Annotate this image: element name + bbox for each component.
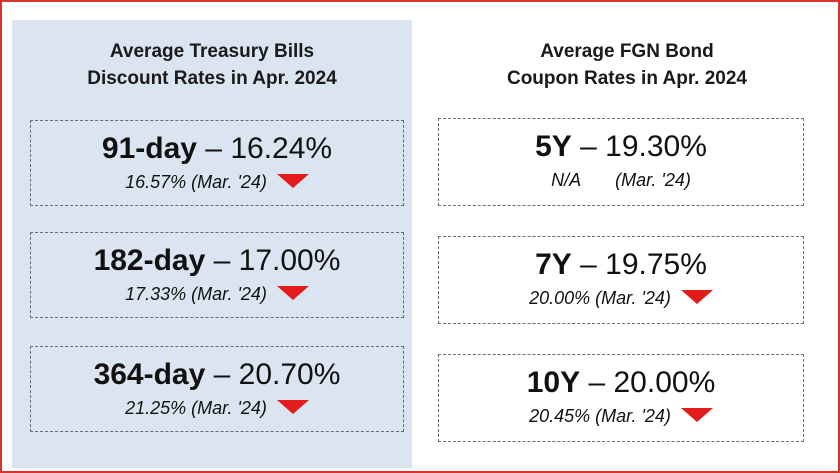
separator: – bbox=[205, 358, 239, 391]
previous-rate-line: 16.57% (Mar. '24) bbox=[31, 171, 403, 193]
down-arrow-icon bbox=[276, 174, 309, 189]
down-arrow-icon bbox=[680, 408, 713, 423]
rate-line: 364-day – 20.70% bbox=[31, 357, 403, 393]
treasury-bills-title-line1: Average Treasury Bills bbox=[109, 41, 315, 62]
previous-rate-period: (Mar. '24) bbox=[615, 170, 691, 190]
previous-rate: 21.25% (Mar. '24) bbox=[125, 398, 267, 418]
previous-rate-line: 20.00% (Mar. '24) bbox=[439, 287, 803, 309]
tbill-card-364-day: 364-day – 20.70% 21.25% (Mar. '24) bbox=[30, 346, 404, 432]
current-rate: 19.30% bbox=[605, 130, 707, 163]
fgn-bond-panel: Average FGN Bond Coupon Rates in Apr. 20… bbox=[422, 20, 832, 468]
previous-rate-line: 20.45% (Mar. '24) bbox=[439, 405, 803, 427]
tbill-card-182-day: 182-day – 17.00% 17.33% (Mar. '24) bbox=[30, 232, 404, 318]
bond-card-5y: 5Y – 19.30% N/A (Mar. '24) bbox=[438, 118, 804, 206]
tenor-label: 364-day bbox=[93, 358, 206, 391]
separator: – bbox=[571, 130, 606, 163]
fgn-bond-title: Average FGN Bond Coupon Rates in Apr. 20… bbox=[422, 38, 832, 92]
previous-rate-value: N/A bbox=[551, 170, 582, 190]
previous-rate: 20.00% (Mar. '24) bbox=[529, 288, 671, 308]
bond-card-10y: 10Y – 20.00% 20.45% (Mar. '24) bbox=[438, 354, 804, 442]
treasury-bills-title-line2: Discount Rates in Apr. 2024 bbox=[87, 68, 337, 89]
previous-rate-line: 17.33% (Mar. '24) bbox=[31, 283, 403, 305]
previous-rate: 17.33% (Mar. '24) bbox=[125, 284, 267, 304]
rate-line: 7Y – 19.75% bbox=[439, 247, 803, 283]
fgn-bond-title-line1: Average FGN Bond bbox=[540, 41, 714, 62]
separator: – bbox=[205, 244, 239, 277]
current-rate: 19.75% bbox=[605, 248, 707, 281]
tenor-label: 182-day bbox=[93, 244, 206, 277]
current-rate: 17.00% bbox=[238, 244, 341, 277]
tenor-label: 7Y bbox=[535, 248, 572, 281]
tbill-card-91-day: 91-day – 16.24% 16.57% (Mar. '24) bbox=[30, 120, 404, 206]
rate-line: 10Y – 20.00% bbox=[439, 365, 803, 401]
separator: – bbox=[580, 366, 614, 399]
rate-line: 5Y – 19.30% bbox=[439, 129, 803, 165]
previous-rate: 20.45% (Mar. '24) bbox=[529, 406, 671, 426]
bond-card-7y: 7Y – 19.75% 20.00% (Mar. '24) bbox=[438, 236, 804, 324]
previous-rate-line: N/A (Mar. '24) bbox=[439, 169, 803, 191]
tenor-label: 10Y bbox=[526, 366, 581, 399]
current-rate: 20.70% bbox=[238, 358, 341, 391]
tenor-label: 5Y bbox=[535, 130, 572, 163]
previous-rate: 16.57% (Mar. '24) bbox=[125, 172, 267, 192]
current-rate: 20.00% bbox=[613, 366, 716, 399]
tenor-label: 91-day bbox=[101, 132, 197, 165]
down-arrow-icon bbox=[276, 400, 309, 415]
down-arrow-icon bbox=[276, 286, 309, 301]
separator: – bbox=[196, 132, 231, 165]
treasury-bills-title: Average Treasury Bills Discount Rates in… bbox=[12, 38, 412, 92]
down-arrow-icon bbox=[680, 290, 713, 305]
rate-line: 182-day – 17.00% bbox=[31, 243, 403, 279]
rate-line: 91-day – 16.24% bbox=[31, 131, 403, 167]
previous-rate-line: 21.25% (Mar. '24) bbox=[31, 397, 403, 419]
separator: – bbox=[571, 248, 606, 281]
treasury-bills-panel: Average Treasury Bills Discount Rates in… bbox=[12, 20, 412, 468]
current-rate: 16.24% bbox=[230, 132, 333, 165]
fgn-bond-title-line2: Coupon Rates in Apr. 2024 bbox=[506, 68, 747, 89]
